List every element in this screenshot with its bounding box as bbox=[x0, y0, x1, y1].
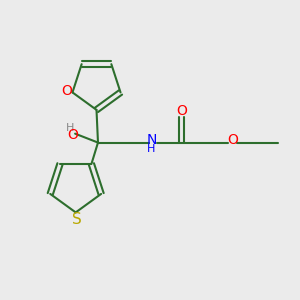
Text: N: N bbox=[146, 133, 157, 147]
Text: H: H bbox=[66, 123, 74, 133]
Text: O: O bbox=[67, 128, 78, 142]
Text: O: O bbox=[176, 104, 187, 118]
Text: H: H bbox=[147, 143, 156, 154]
Text: S: S bbox=[72, 212, 82, 227]
Text: O: O bbox=[227, 133, 238, 147]
Text: O: O bbox=[62, 84, 73, 98]
